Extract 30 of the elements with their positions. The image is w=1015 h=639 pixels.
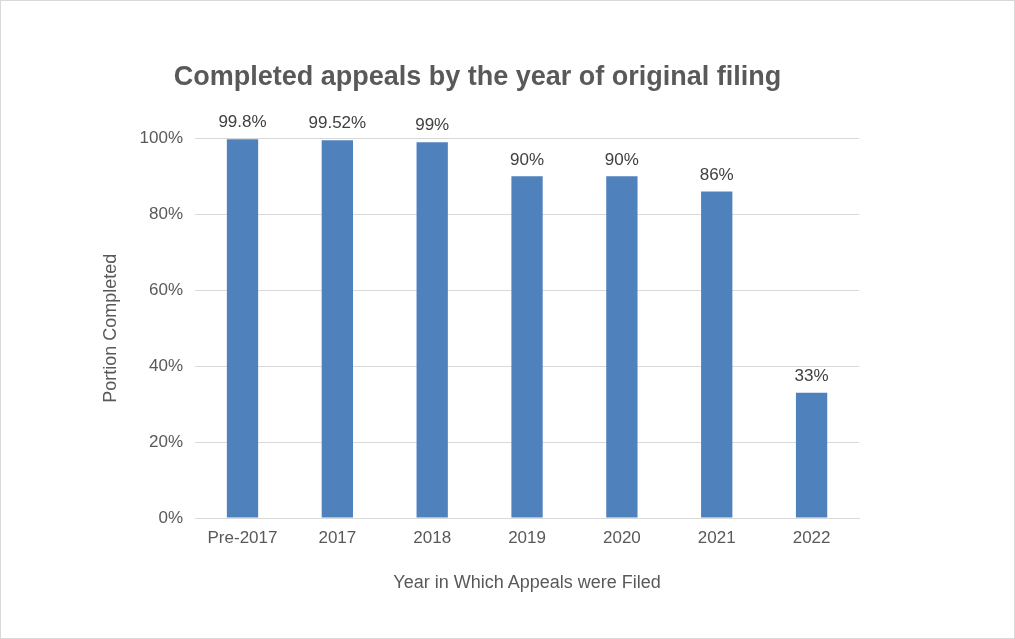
data-label: 99.8% [218, 112, 267, 132]
data-label: 86% [699, 164, 734, 184]
x-tick-label: 2018 [413, 527, 452, 547]
x-tick-label: 2020 [602, 527, 641, 547]
chart-title: Completed appeals by the year of original filing [173, 60, 782, 91]
bar [701, 191, 733, 518]
y-tick-label: 60% [149, 279, 184, 299]
x-tick-label: 2021 [697, 527, 736, 547]
bar [416, 142, 448, 518]
data-label: 90% [604, 149, 639, 169]
x-tick-label: Pre-2017 [207, 527, 278, 547]
bar [321, 140, 353, 518]
x-tick-label: 2022 [792, 527, 831, 547]
y-tick-label: 80% [149, 204, 184, 224]
x-tick-label: 2017 [318, 527, 357, 547]
y-tick-label: 20% [149, 431, 184, 451]
data-label: 99.52% [308, 113, 367, 133]
data-label: 33% [794, 365, 829, 385]
y-axis-title: Portion Completed [99, 253, 120, 403]
bar [606, 176, 638, 518]
data-label: 99% [415, 115, 450, 135]
data-label: 90% [510, 149, 545, 169]
y-tick-label: 100% [139, 128, 184, 148]
x-tick-label: 2019 [508, 527, 546, 547]
x-axis-title: Year in Which Appeals were Filed [393, 572, 661, 593]
y-tick-label: 0% [158, 507, 184, 527]
y-tick-label: 40% [149, 355, 184, 375]
bar [511, 176, 543, 518]
bar [795, 392, 828, 518]
bar [226, 139, 259, 518]
